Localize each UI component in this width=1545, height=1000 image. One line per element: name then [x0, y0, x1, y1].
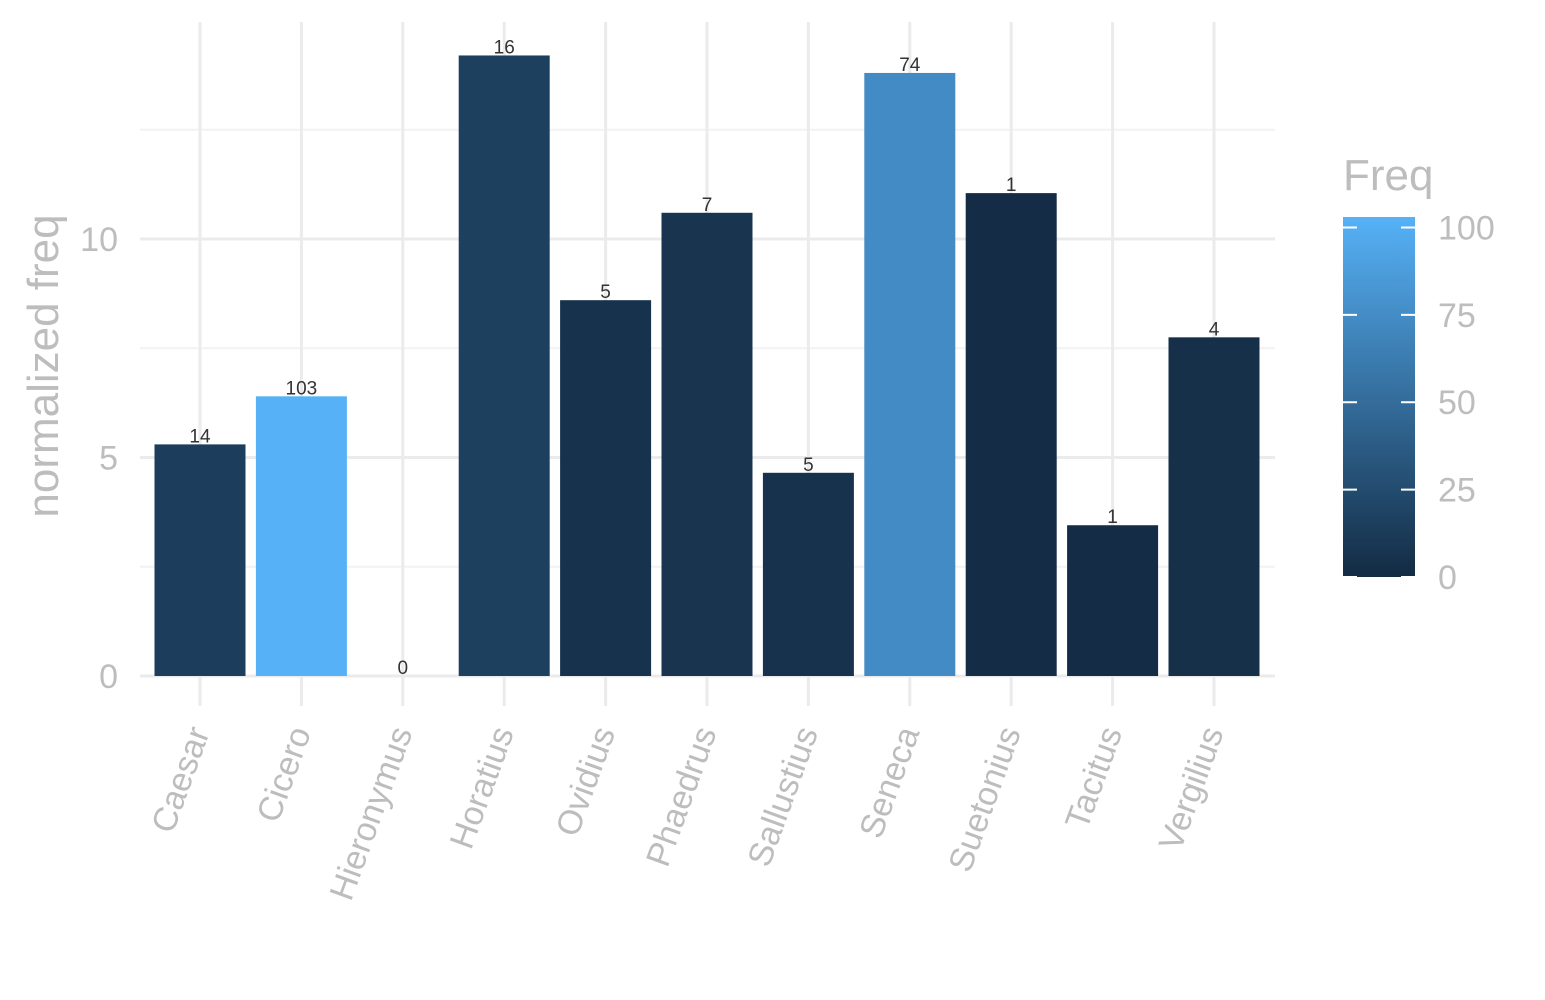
y-tick-label: 5: [99, 440, 118, 478]
x-tick-label: Cicero: [250, 722, 319, 827]
legend-tick-label: 0: [1438, 559, 1457, 597]
y-axis-ticks: 0 5 10: [80, 221, 118, 696]
data-label-sallustius: 5: [803, 455, 814, 476]
legend-tick-label: 75: [1438, 297, 1476, 335]
x-tick-label: Phaedrus: [639, 722, 724, 872]
bar-phaedrus: [661, 212, 753, 676]
data-label-hieronymus: 0: [398, 658, 409, 679]
bar-ovidius: [560, 300, 652, 676]
legend-tick-label: 50: [1438, 384, 1476, 422]
y-axis-title: normalized freq: [19, 214, 68, 517]
bar-horatius: [458, 55, 550, 676]
x-tick-label: Hieronymus: [323, 722, 421, 905]
data-label-ovidius: 5: [600, 282, 611, 303]
bar-tacitus: [1067, 525, 1159, 676]
legend-ticks: 0 25 50 75 100: [1343, 209, 1495, 597]
data-label-cicero: 103: [286, 378, 318, 399]
data-label-seneca: 74: [899, 55, 921, 76]
bar-vergilius: [1168, 337, 1260, 676]
legend-colorbar: [1343, 217, 1415, 577]
data-label-phaedrus: 7: [702, 195, 713, 216]
data-label-suetonius: 1: [1006, 175, 1017, 196]
y-tick-label: 0: [99, 658, 118, 696]
x-tick-label: Caesar: [144, 722, 217, 838]
bar-cicero: [255, 396, 347, 676]
data-label-caesar: 14: [189, 426, 211, 447]
bar-sallustius: [762, 472, 854, 676]
x-tick-label: Vergilius: [1152, 722, 1232, 856]
bars: [154, 55, 1260, 677]
legend-tick-label: 100: [1438, 209, 1495, 247]
color-legend: Freq 0 25 50 75 100: [1343, 151, 1495, 597]
data-label-vergilius: 4: [1209, 319, 1220, 340]
x-tick-label: Seneca: [852, 722, 927, 843]
x-tick-label: Suetonius: [941, 722, 1028, 877]
data-label-tacitus: 1: [1107, 507, 1118, 528]
legend-title: Freq: [1343, 151, 1433, 200]
x-tick-label: Ovidius: [549, 722, 623, 842]
x-tick-label: Sallustius: [740, 722, 825, 872]
y-tick-label: 10: [80, 221, 118, 259]
x-tick-label: Horatius: [443, 722, 522, 854]
legend-tick-label: 25: [1438, 472, 1476, 510]
bar-suetonius: [965, 193, 1057, 677]
x-tick-label: Tacitus: [1058, 722, 1130, 834]
bar-caesar: [154, 444, 246, 676]
bar-seneca: [864, 72, 956, 676]
data-label-horatius: 16: [494, 37, 515, 58]
x-axis-ticks: Caesar Cicero Hieronymus Horatius Ovidius Pha…: [144, 722, 1231, 906]
